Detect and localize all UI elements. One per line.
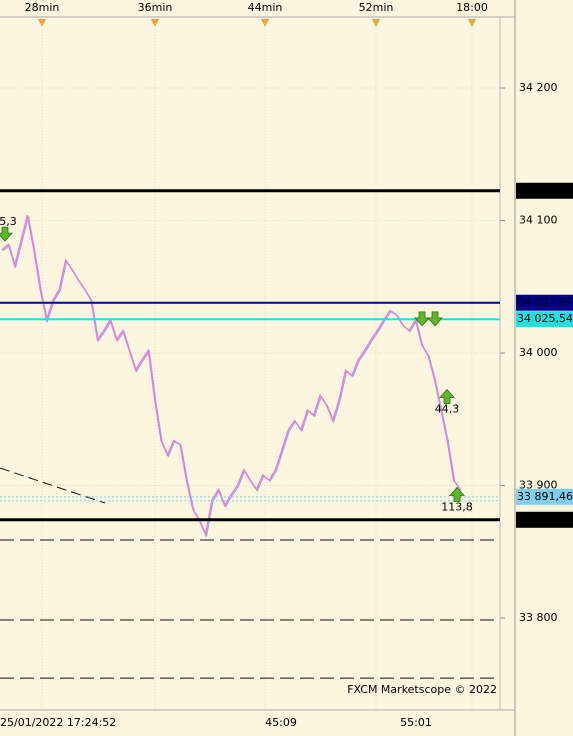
signal-arrow [0, 226, 13, 242]
y-tick-label: 34 200 [519, 81, 558, 94]
level-label-bg [516, 182, 573, 199]
signal-label: 5,3 [0, 215, 17, 228]
y-tick-label: 33 900 [519, 479, 558, 492]
top-time-label: 52min [359, 1, 394, 14]
bottom-time-label: 45:09 [265, 716, 297, 729]
top-time-label: 44min [248, 1, 283, 14]
level-label-bg [516, 311, 573, 328]
level-label: 33 874,16 [517, 513, 573, 526]
signal-label: 113,8 [441, 500, 473, 513]
level-label: 34 037,97 [517, 296, 573, 309]
top-time-label: 28min [25, 1, 60, 14]
y-tick-label: 34 000 [519, 346, 558, 359]
top-time-label: 18:00 [456, 1, 488, 14]
bottom-time-label: 25/01/2022 17:24:52 [0, 716, 116, 729]
signal-arrow [414, 311, 430, 327]
bottom-time-label: 55:01 [400, 716, 432, 729]
y-tick-label: 34 100 [519, 214, 558, 227]
watermark: FXCM Marketscope © 2022 [347, 683, 497, 696]
plot-background [0, 17, 515, 710]
level-label-bg [516, 511, 573, 528]
signal-arrow [439, 388, 455, 404]
signal-arrow [427, 311, 443, 327]
top-time-label: 36min [138, 1, 173, 14]
level-label: 34 122,46 [517, 184, 573, 197]
level-label-bg [516, 488, 573, 505]
level-label: 34 025,54 [517, 312, 573, 325]
y-tick-label: 33 800 [519, 611, 558, 624]
level-label-bg [516, 294, 573, 311]
trend-line [0, 467, 106, 504]
signal-label: 44,3 [435, 402, 460, 415]
signal-arrow [449, 486, 465, 502]
level-label: 33 891,46 [517, 490, 573, 503]
